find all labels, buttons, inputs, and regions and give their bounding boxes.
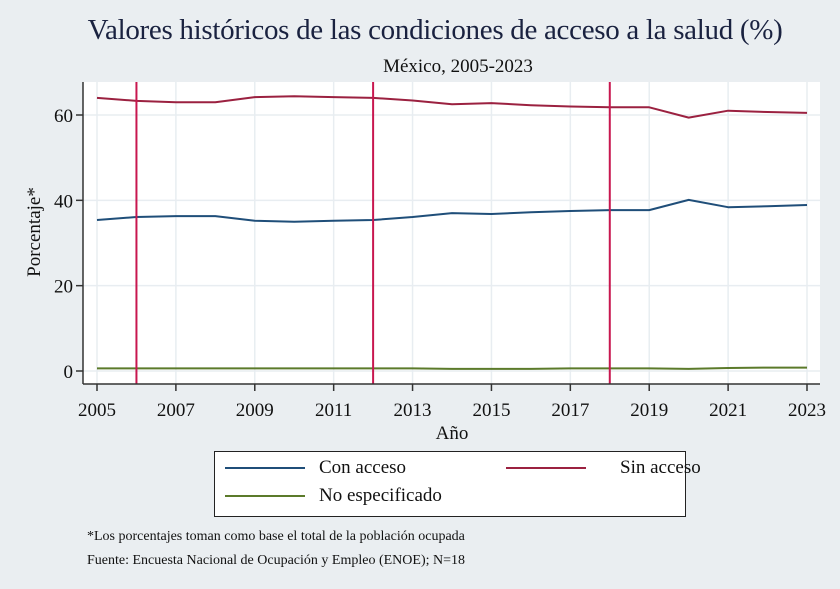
chart-subtitle: México, 2005-2023 bbox=[383, 56, 533, 77]
chart-title: Valores históricos de las condiciones de… bbox=[87, 14, 783, 46]
line-chart: 0 20 40 60 2005 2007 2009 2011 2013 2015 2017 2019… bbox=[24, 82, 826, 444]
legend-swatch-sin-acceso bbox=[506, 467, 586, 469]
source-note: Fuente: Encuesta Nacional de Ocupación y… bbox=[87, 553, 465, 568]
y-tick-label: 0 bbox=[64, 362, 74, 383]
series-line-sin-acceso bbox=[96, 95, 808, 119]
legend-item-con-acceso: Con acceso bbox=[225, 457, 406, 479]
x-tick-label: 2019 bbox=[630, 400, 668, 421]
x-tick-label: 2009 bbox=[236, 400, 274, 421]
plot-area bbox=[83, 82, 820, 384]
legend: Con acceso Sin acceso No especificado bbox=[214, 451, 701, 517]
y-gridlines bbox=[83, 114, 820, 372]
x-tick-label: 2013 bbox=[394, 400, 432, 421]
x-tick-label: 2011 bbox=[315, 400, 352, 421]
y-tick-label: 40 bbox=[54, 191, 73, 212]
x-gridlines bbox=[96, 82, 808, 384]
legend-item-no-especificado: No especificado bbox=[225, 485, 442, 507]
x-tick-label: 2015 bbox=[472, 400, 510, 421]
x-tick-label: 2017 bbox=[551, 400, 589, 421]
y-axis-title: Porcentaje* bbox=[24, 187, 45, 277]
x-ticks: 2005 2007 2009 2011 2013 2015 2017 2019 2021 2023 bbox=[78, 384, 826, 421]
series-line-no-especificado bbox=[97, 366, 807, 370]
x-tick-label: 2023 bbox=[788, 400, 826, 421]
x-tick-label: 2005 bbox=[78, 400, 116, 421]
footnote: *Los porcentajes toman como base el tota… bbox=[87, 529, 465, 544]
x-tick-label: 2021 bbox=[709, 400, 747, 421]
legend-item-sin-acceso: Sin acceso bbox=[506, 457, 701, 479]
series-line-con-acceso bbox=[96, 198, 808, 223]
legend-label-sin-acceso: Sin acceso bbox=[620, 457, 701, 478]
legend-label-con-acceso: Con acceso bbox=[319, 457, 407, 478]
legend-swatch-no-especificado bbox=[225, 495, 305, 497]
x-tick-label: 2007 bbox=[157, 400, 195, 421]
y-tick-label: 60 bbox=[54, 106, 73, 127]
legend-swatch-con-acceso bbox=[225, 467, 305, 469]
x-axis-title: Año bbox=[436, 423, 469, 444]
y-ticks: 0 20 40 60 bbox=[54, 106, 83, 383]
y-tick-label: 20 bbox=[54, 277, 73, 298]
legend-label-no-especificado: No especificado bbox=[319, 485, 442, 506]
reference-lines bbox=[135, 82, 611, 384]
series-layer bbox=[96, 95, 808, 370]
